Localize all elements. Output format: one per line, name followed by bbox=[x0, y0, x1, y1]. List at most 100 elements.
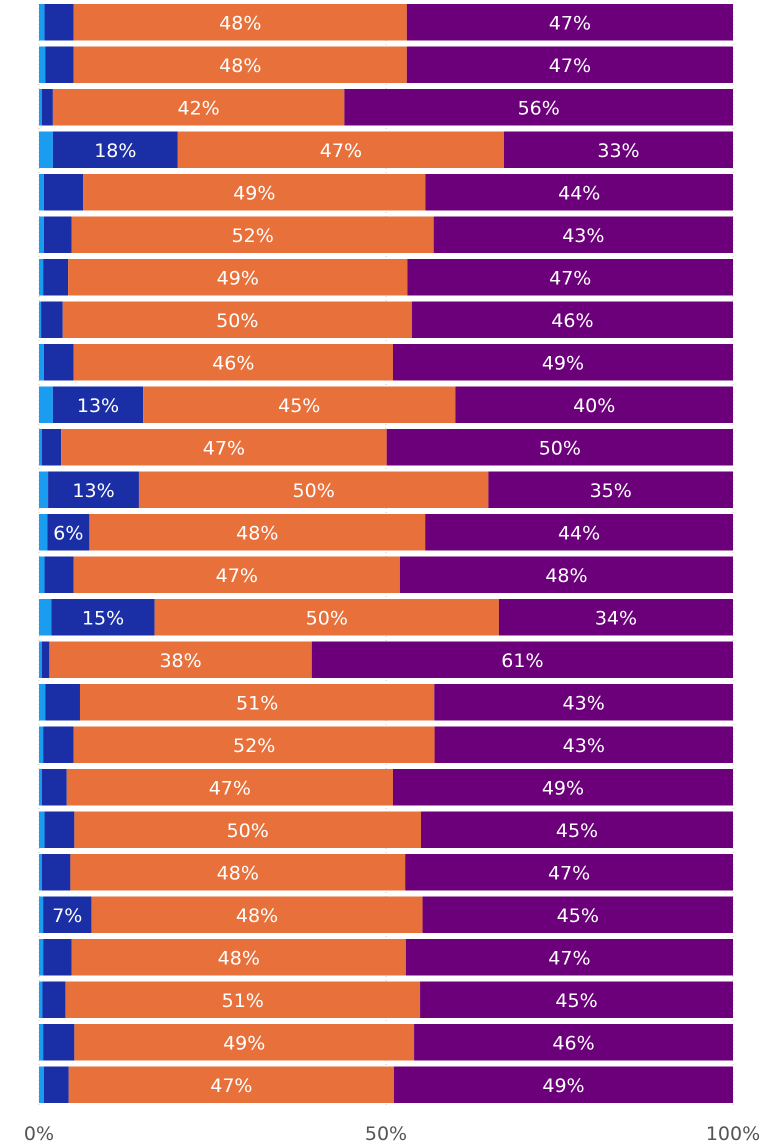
bar-segment bbox=[39, 259, 44, 296]
bar-segment bbox=[41, 89, 53, 126]
bar-segment bbox=[503, 131, 733, 168]
data-label: 61% bbox=[501, 650, 543, 672]
data-label: 48% bbox=[219, 12, 261, 34]
bar-segment bbox=[488, 471, 733, 508]
data-label: 50% bbox=[216, 310, 258, 332]
bar-segment bbox=[39, 216, 44, 253]
bar-segment bbox=[39, 471, 49, 508]
bar-segment bbox=[425, 174, 733, 211]
data-label: 47% bbox=[548, 862, 590, 884]
data-label: 47% bbox=[549, 12, 591, 34]
data-label: 50% bbox=[306, 607, 348, 629]
bar-segment bbox=[44, 556, 74, 593]
bar-segment bbox=[39, 46, 46, 83]
bar-segment bbox=[39, 301, 42, 338]
data-label: 47% bbox=[320, 140, 362, 162]
data-label: 51% bbox=[222, 990, 264, 1012]
bar-segment bbox=[41, 429, 62, 466]
data-label: 7% bbox=[52, 905, 82, 927]
x-tick-label: 50% bbox=[365, 1123, 407, 1145]
data-label: 38% bbox=[159, 650, 201, 672]
bar-segment bbox=[65, 981, 421, 1018]
bar-segment bbox=[39, 131, 53, 168]
bar-segment bbox=[177, 131, 504, 168]
data-label: 48% bbox=[218, 947, 260, 969]
data-label: 35% bbox=[590, 480, 632, 502]
bar-segment bbox=[138, 471, 489, 508]
data-label: 51% bbox=[236, 692, 278, 714]
bar-segment bbox=[49, 641, 312, 678]
data-label: 42% bbox=[178, 97, 220, 119]
data-label: 47% bbox=[203, 437, 245, 459]
bar-segment bbox=[43, 896, 92, 933]
data-label: 48% bbox=[236, 905, 278, 927]
bar-segment bbox=[425, 514, 733, 551]
data-label: 43% bbox=[562, 225, 604, 247]
data-label: 47% bbox=[548, 947, 590, 969]
data-label: 18% bbox=[94, 140, 136, 162]
bar-segment bbox=[74, 811, 422, 848]
bar-segment bbox=[66, 769, 393, 806]
data-label: 48% bbox=[217, 862, 259, 884]
bar-segment bbox=[43, 1066, 69, 1103]
bar-segment bbox=[62, 301, 412, 338]
bar-segment bbox=[39, 769, 42, 806]
bars-group bbox=[39, 4, 733, 1103]
bar-segment bbox=[399, 556, 733, 593]
bar-segment bbox=[51, 599, 155, 636]
data-label: 50% bbox=[293, 480, 335, 502]
bar-segment bbox=[344, 89, 733, 126]
bar-segment bbox=[39, 1066, 44, 1103]
bar-segment bbox=[91, 896, 423, 933]
bar-segment bbox=[39, 939, 44, 976]
bar-segment bbox=[405, 939, 733, 976]
bar-segment bbox=[39, 514, 48, 551]
data-label: 48% bbox=[219, 55, 261, 77]
data-label: 46% bbox=[212, 352, 254, 374]
bar-segment bbox=[41, 769, 67, 806]
bar-segment bbox=[433, 216, 733, 253]
bar-segment bbox=[422, 896, 733, 933]
bar-segment bbox=[52, 386, 144, 423]
data-label: 46% bbox=[552, 1032, 594, 1054]
data-label: 49% bbox=[542, 1075, 584, 1097]
data-label: 49% bbox=[233, 182, 275, 204]
data-label: 45% bbox=[278, 395, 320, 417]
bar-segment bbox=[68, 1066, 394, 1103]
bar-segment bbox=[41, 301, 63, 338]
data-label: 43% bbox=[563, 692, 605, 714]
bar-segment bbox=[44, 811, 75, 848]
bar-segment bbox=[39, 1024, 44, 1061]
bar-segment bbox=[70, 854, 406, 891]
bar-segment bbox=[154, 599, 499, 636]
data-label: 48% bbox=[545, 565, 587, 587]
bar-segment bbox=[43, 939, 72, 976]
bar-segment bbox=[42, 981, 66, 1018]
bar-segment bbox=[39, 599, 52, 636]
bar-segment bbox=[39, 556, 45, 593]
data-label: 34% bbox=[595, 607, 637, 629]
bar-segment bbox=[39, 89, 42, 126]
data-label: 50% bbox=[539, 437, 581, 459]
bar-segment bbox=[39, 641, 42, 678]
data-label: 15% bbox=[82, 607, 124, 629]
bar-segment bbox=[68, 259, 408, 296]
x-tick-label: 100% bbox=[706, 1123, 760, 1145]
data-label: 40% bbox=[573, 395, 615, 417]
bar-segment bbox=[44, 4, 74, 41]
data-label: 49% bbox=[223, 1032, 265, 1054]
bar-segment bbox=[43, 1024, 75, 1061]
data-label: 46% bbox=[551, 310, 593, 332]
data-label: 49% bbox=[542, 352, 584, 374]
data-label: 45% bbox=[556, 820, 598, 842]
bar-segment bbox=[71, 216, 434, 253]
bar-segment bbox=[48, 471, 139, 508]
bar-segment bbox=[421, 811, 733, 848]
bar-segment bbox=[406, 46, 733, 83]
bar-segment bbox=[386, 429, 733, 466]
bar-segment bbox=[39, 386, 53, 423]
bar-segment bbox=[39, 4, 45, 41]
data-label: 52% bbox=[232, 225, 274, 247]
data-label: 47% bbox=[549, 55, 591, 77]
